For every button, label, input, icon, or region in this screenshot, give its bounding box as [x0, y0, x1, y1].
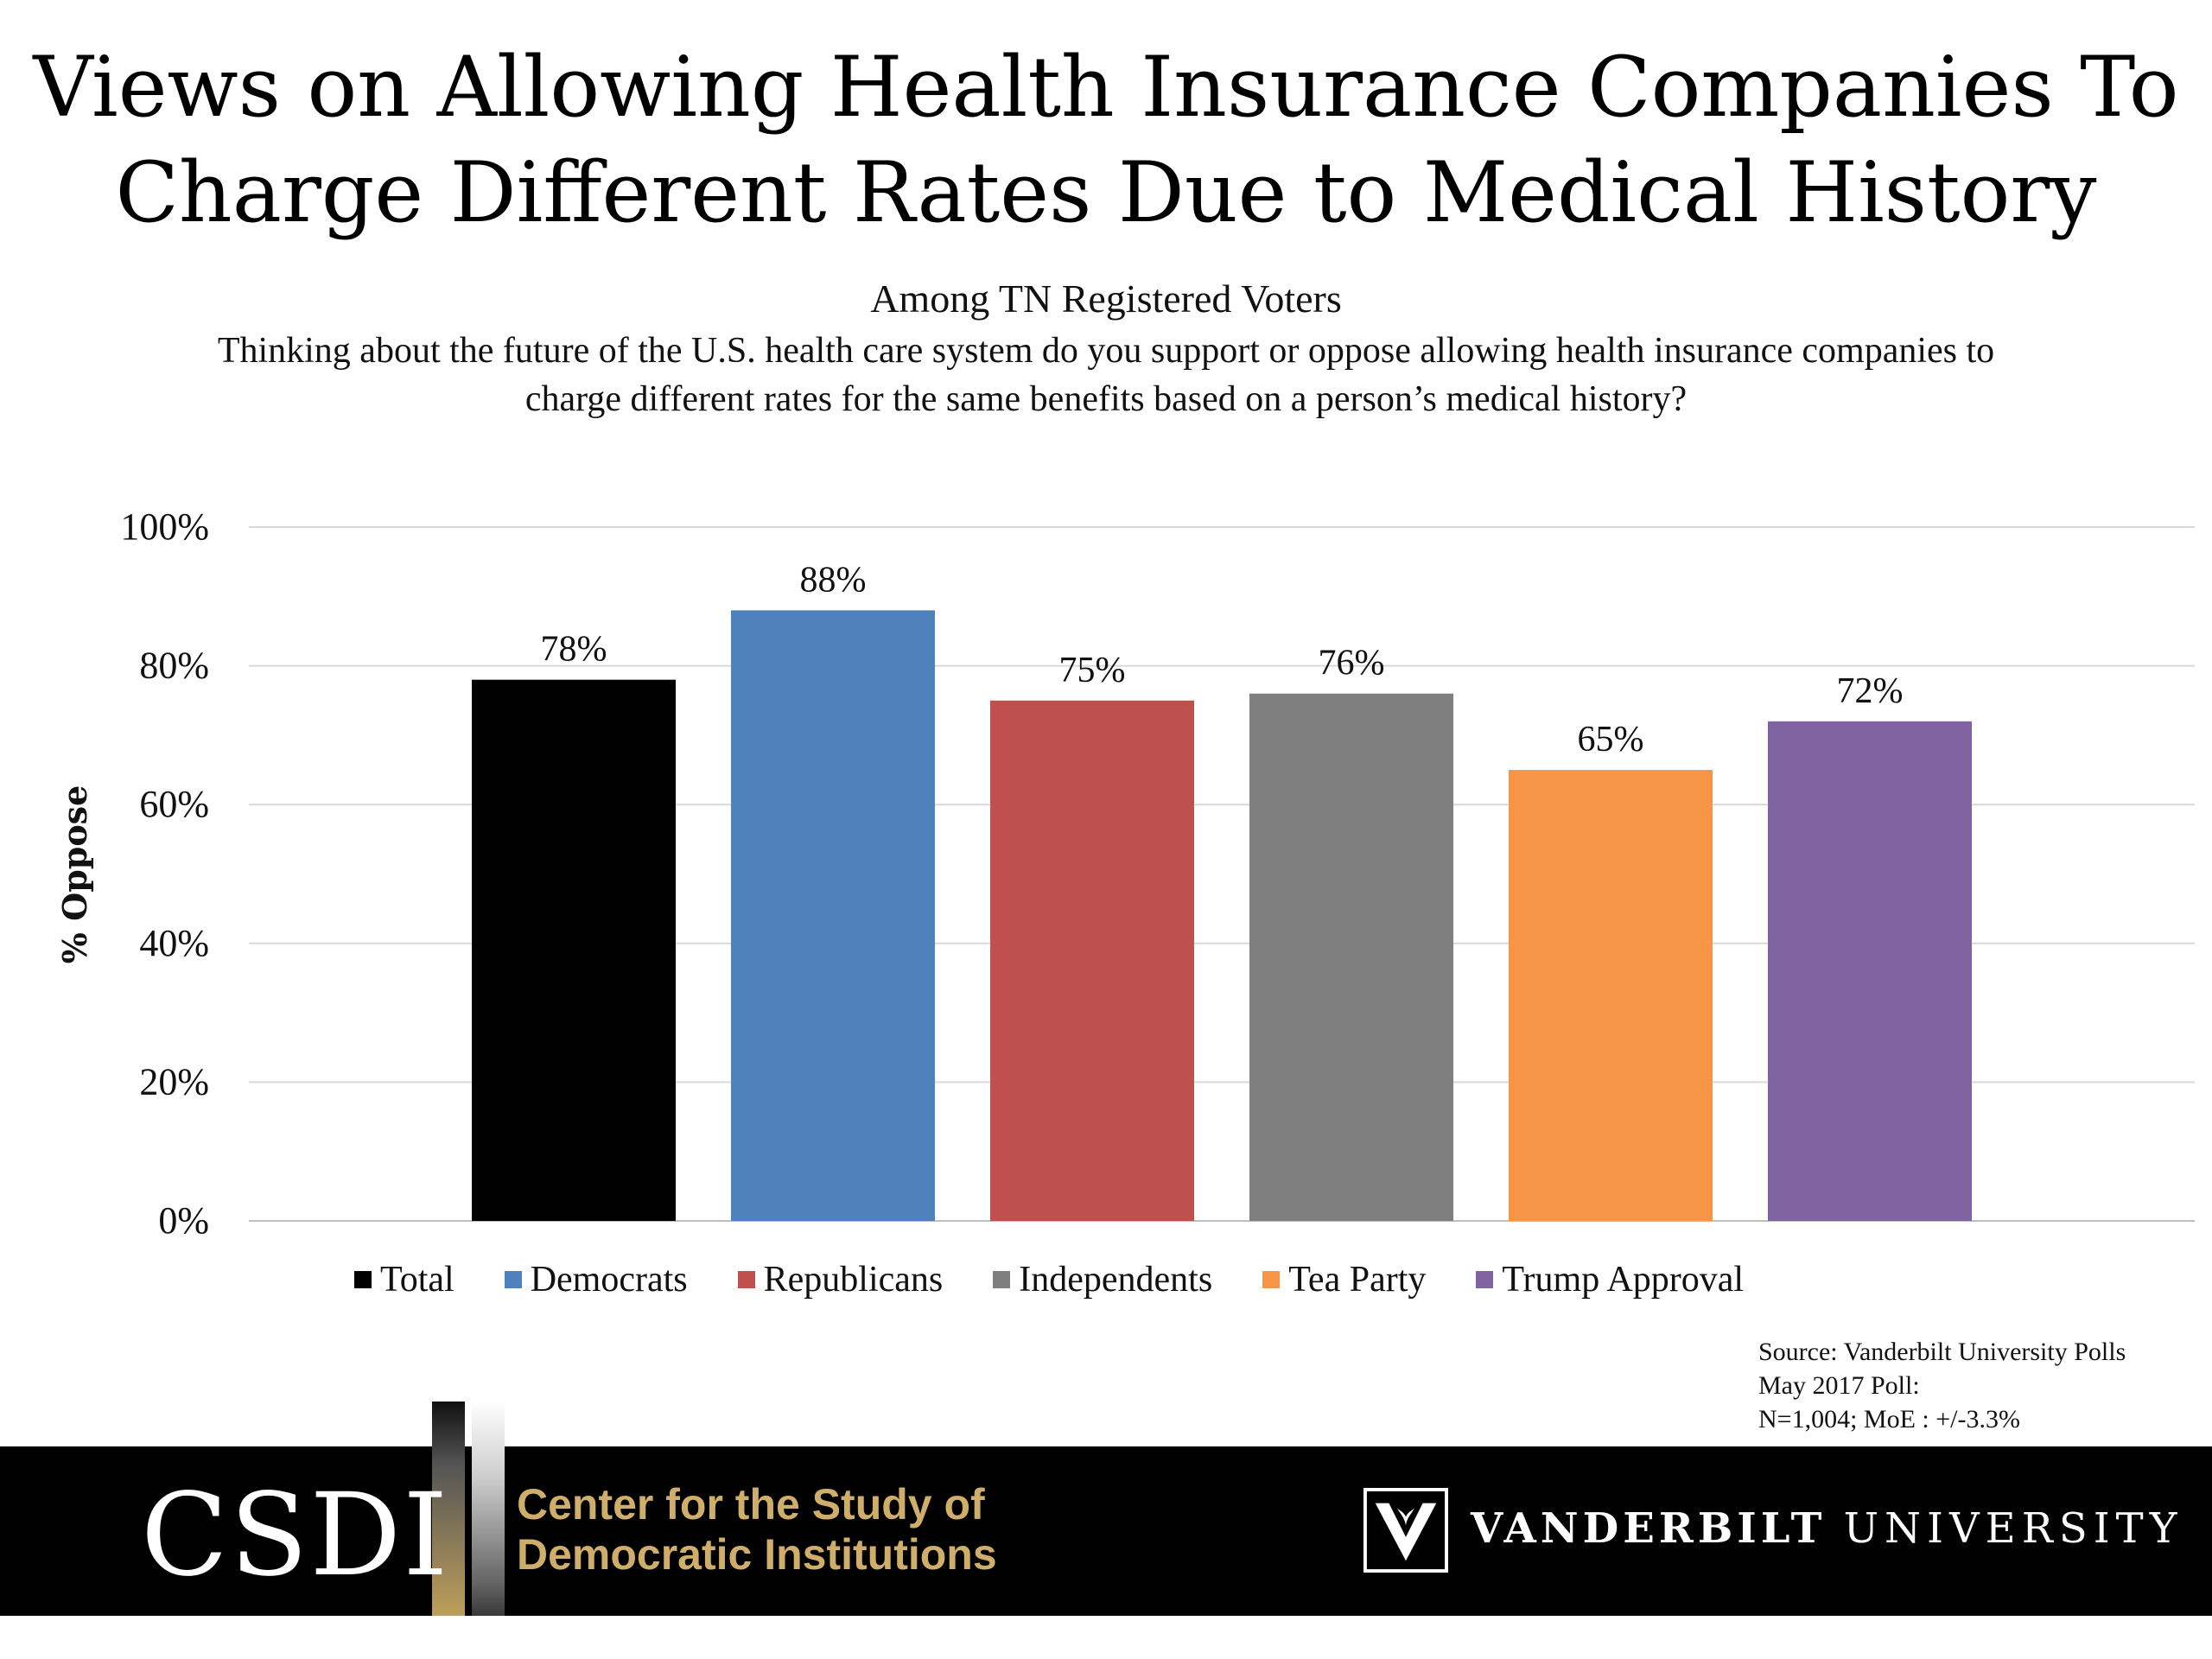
csdi-logo: CSDI: [141, 1469, 450, 1602]
y-tick-label: 100%: [120, 505, 209, 548]
vanderbilt-shield-icon: [1363, 1488, 1448, 1573]
legend-label: Tea Party: [1288, 1260, 1427, 1300]
vanderbilt-wordmark: VANDERBILT UNIVERSITY: [1471, 1504, 2183, 1553]
bar: [1509, 770, 1713, 1221]
survey-question-line2: charge different rates for the same bene…: [524, 379, 1688, 419]
data-label: 72%: [1837, 671, 1904, 711]
center-name-line1: Center for the Study of: [517, 1480, 985, 1529]
legend-swatch: [1476, 1271, 1494, 1288]
source-note: Source: Vanderbilt University Polls May …: [1758, 1335, 2190, 1436]
legend-label: Trump Approval: [1502, 1260, 1745, 1300]
chart-subtitle: Among TN Registered Voters: [870, 276, 1342, 321]
chart-title-line2: Charge Different Rates Due to Medical Hi…: [115, 144, 2097, 241]
legend-item: Independents: [993, 1259, 1212, 1300]
legend-swatch: [504, 1271, 522, 1288]
y-tick-label: 20%: [139, 1060, 209, 1103]
source-line1: Source: Vanderbilt University Polls: [1758, 1338, 2126, 1366]
legend-swatch: [1262, 1271, 1281, 1288]
source-line3: N=1,004; MoE : +/-3.3%: [1758, 1405, 2020, 1433]
legend-label: Democrats: [530, 1260, 688, 1300]
y-tick-label: 0%: [158, 1199, 209, 1242]
vanderbilt-wordmark-light: UNIVERSITY: [1843, 1504, 2183, 1553]
legend-label: Republicans: [763, 1260, 944, 1300]
legend-swatch: [354, 1271, 372, 1288]
bar: [1249, 693, 1453, 1221]
legend-label: Independents: [1019, 1260, 1213, 1300]
legend-label: Total: [380, 1260, 454, 1300]
legend-item: Tea Party: [1262, 1259, 1426, 1300]
bar: [990, 700, 1194, 1221]
chart-legend: Total Democrats Republicans Independents Tea…: [354, 1254, 1794, 1306]
center-name: Center for the Study of Democratic Insti…: [517, 1479, 997, 1580]
y-tick-label: 60%: [139, 783, 209, 825]
survey-question-line1: Thinking about the future of the U.S. he…: [217, 331, 1995, 371]
source-line2: May 2017 Poll:: [1758, 1371, 1920, 1400]
legend-item: Total: [354, 1259, 454, 1300]
bar: [731, 610, 935, 1221]
chart-title: Views on Allowing Health Insurance Compa…: [0, 35, 2212, 245]
legend-item: Trump Approval: [1476, 1259, 1744, 1300]
data-label: 65%: [1578, 720, 1644, 760]
legend-swatch: [737, 1271, 755, 1288]
legend-item: Republicans: [737, 1259, 944, 1300]
y-tick-label: 40%: [139, 922, 209, 964]
footer-band: [0, 1446, 2212, 1616]
data-label: 88%: [800, 560, 867, 600]
y-tick-label: 80%: [139, 645, 209, 687]
y-axis-title: % Oppose: [55, 785, 94, 964]
data-label: 75%: [1059, 651, 1126, 690]
bar: [472, 679, 676, 1221]
data-label: 76%: [1319, 644, 1385, 683]
data-label: 78%: [541, 630, 607, 670]
survey-question: Thinking about the future of the U.S. he…: [17, 327, 2195, 423]
legend-item: Democrats: [504, 1259, 688, 1300]
footer-bottom-strip: [0, 1616, 2212, 1659]
chart-title-line1: Views on Allowing Health Insurance Compa…: [33, 39, 2179, 136]
legend-swatch: [993, 1271, 1011, 1288]
bar-chart: 0% 20% 40% 60% 80% 100% % Oppose 78% 88% 75% 76% 65…: [55, 505, 2195, 1242]
center-name-line2: Democratic Institutions: [517, 1530, 997, 1579]
bar: [1768, 721, 1972, 1221]
vanderbilt-wordmark-bold: VANDERBILT: [1471, 1504, 1827, 1553]
